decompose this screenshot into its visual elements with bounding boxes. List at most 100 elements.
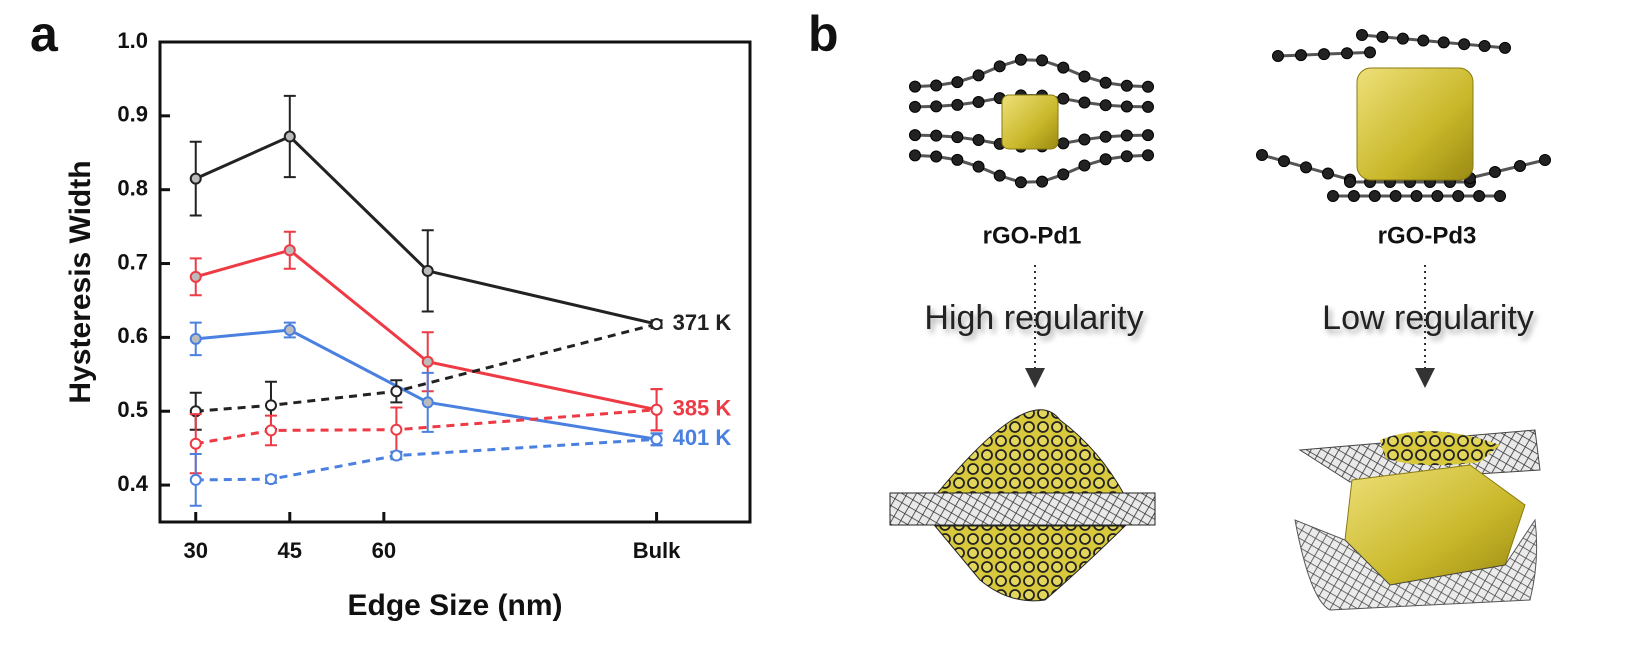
pd-particle — [1001, 94, 1059, 150]
chain — [914, 58, 1149, 89]
atom — [1356, 29, 1368, 41]
data-point — [650, 433, 663, 446]
series-label: 385 K — [673, 396, 732, 421]
atom — [951, 76, 964, 89]
atom — [909, 129, 921, 142]
data-point — [390, 449, 403, 462]
atom — [951, 131, 964, 144]
data-point — [390, 423, 403, 436]
data-point — [189, 473, 202, 486]
atom — [1099, 130, 1112, 143]
atom — [1539, 154, 1551, 166]
atom — [972, 69, 985, 82]
atom — [1057, 92, 1070, 105]
pd-particle — [1356, 67, 1474, 181]
series-label: 371 K — [673, 310, 732, 335]
atom — [1396, 32, 1409, 45]
atom — [1410, 190, 1423, 202]
series-line — [195, 322, 657, 413]
atom — [909, 100, 921, 113]
atom — [1078, 159, 1091, 172]
series-line — [195, 437, 657, 482]
atom — [993, 169, 1006, 182]
y-tick-label: 1.0 — [117, 28, 148, 53]
atom — [1099, 76, 1112, 89]
data-point — [650, 318, 663, 331]
atom — [1437, 36, 1450, 49]
caption: Low regularity — [1322, 299, 1534, 337]
atom — [1473, 190, 1486, 202]
atom — [1036, 54, 1049, 67]
atom — [951, 153, 964, 166]
atom — [1347, 190, 1360, 202]
atom — [972, 134, 985, 147]
atom — [909, 80, 921, 93]
atom — [1256, 149, 1268, 161]
data-point — [189, 172, 202, 185]
y-tick-label: 0.4 — [117, 471, 148, 496]
sample-name: rGO-Pd1 — [983, 222, 1082, 249]
atom — [1099, 153, 1112, 166]
atom — [930, 129, 943, 142]
atom — [993, 60, 1006, 73]
atom — [1368, 190, 1381, 202]
atom — [1057, 137, 1070, 150]
atom — [1014, 53, 1027, 66]
atom — [1494, 190, 1506, 202]
atom — [1344, 176, 1356, 188]
x-axis-title: Edge Size (nm) — [347, 589, 562, 622]
series-line — [195, 328, 657, 441]
atom — [951, 98, 964, 111]
atom — [1142, 149, 1154, 162]
x-tick-label: 30 — [183, 538, 207, 563]
series-line — [195, 248, 657, 412]
atom — [1120, 100, 1133, 113]
y-tick-label: 0.7 — [117, 249, 148, 274]
atom — [1120, 150, 1133, 163]
x-tick-label: Bulk — [633, 538, 681, 563]
atom — [909, 149, 921, 162]
atom — [1452, 190, 1465, 202]
atom — [1057, 61, 1070, 74]
data-point — [264, 424, 277, 437]
data-point — [421, 264, 434, 277]
atom — [1300, 161, 1312, 174]
atom — [972, 160, 985, 173]
panel-label: b — [808, 6, 839, 62]
data-point — [189, 332, 202, 345]
atom — [1120, 79, 1133, 92]
atom — [1327, 190, 1339, 202]
data-point — [421, 396, 434, 409]
atom — [1078, 96, 1091, 109]
rgo-pd1-model — [889, 409, 1156, 602]
atom — [1322, 167, 1334, 180]
data-point — [189, 270, 202, 283]
atom — [972, 95, 985, 108]
atom — [1389, 190, 1402, 202]
sample-name: rGO-Pd3 — [1378, 222, 1477, 249]
atom — [1078, 133, 1091, 146]
atom — [1142, 80, 1154, 93]
atom — [930, 150, 943, 163]
y-tick-label: 0.6 — [117, 323, 148, 348]
data-point — [283, 130, 296, 143]
atom — [1014, 176, 1027, 189]
caption: High regularity — [924, 299, 1143, 337]
atom — [930, 100, 943, 113]
atom — [1489, 166, 1501, 178]
atom — [1278, 155, 1290, 168]
atom — [1295, 49, 1307, 62]
atom — [1364, 46, 1376, 59]
chain — [1469, 158, 1546, 180]
atom — [1078, 70, 1091, 83]
data-point — [390, 385, 403, 398]
y-tick-label: 0.9 — [117, 102, 148, 127]
atom — [1120, 129, 1133, 142]
atom — [930, 79, 943, 92]
x-tick-label: 45 — [278, 538, 302, 563]
y-tick-label: 0.5 — [117, 397, 148, 422]
x-tick-label: 60 — [372, 538, 396, 563]
panel-label: a — [30, 6, 59, 62]
atom — [1142, 129, 1154, 142]
atom — [1499, 41, 1511, 54]
